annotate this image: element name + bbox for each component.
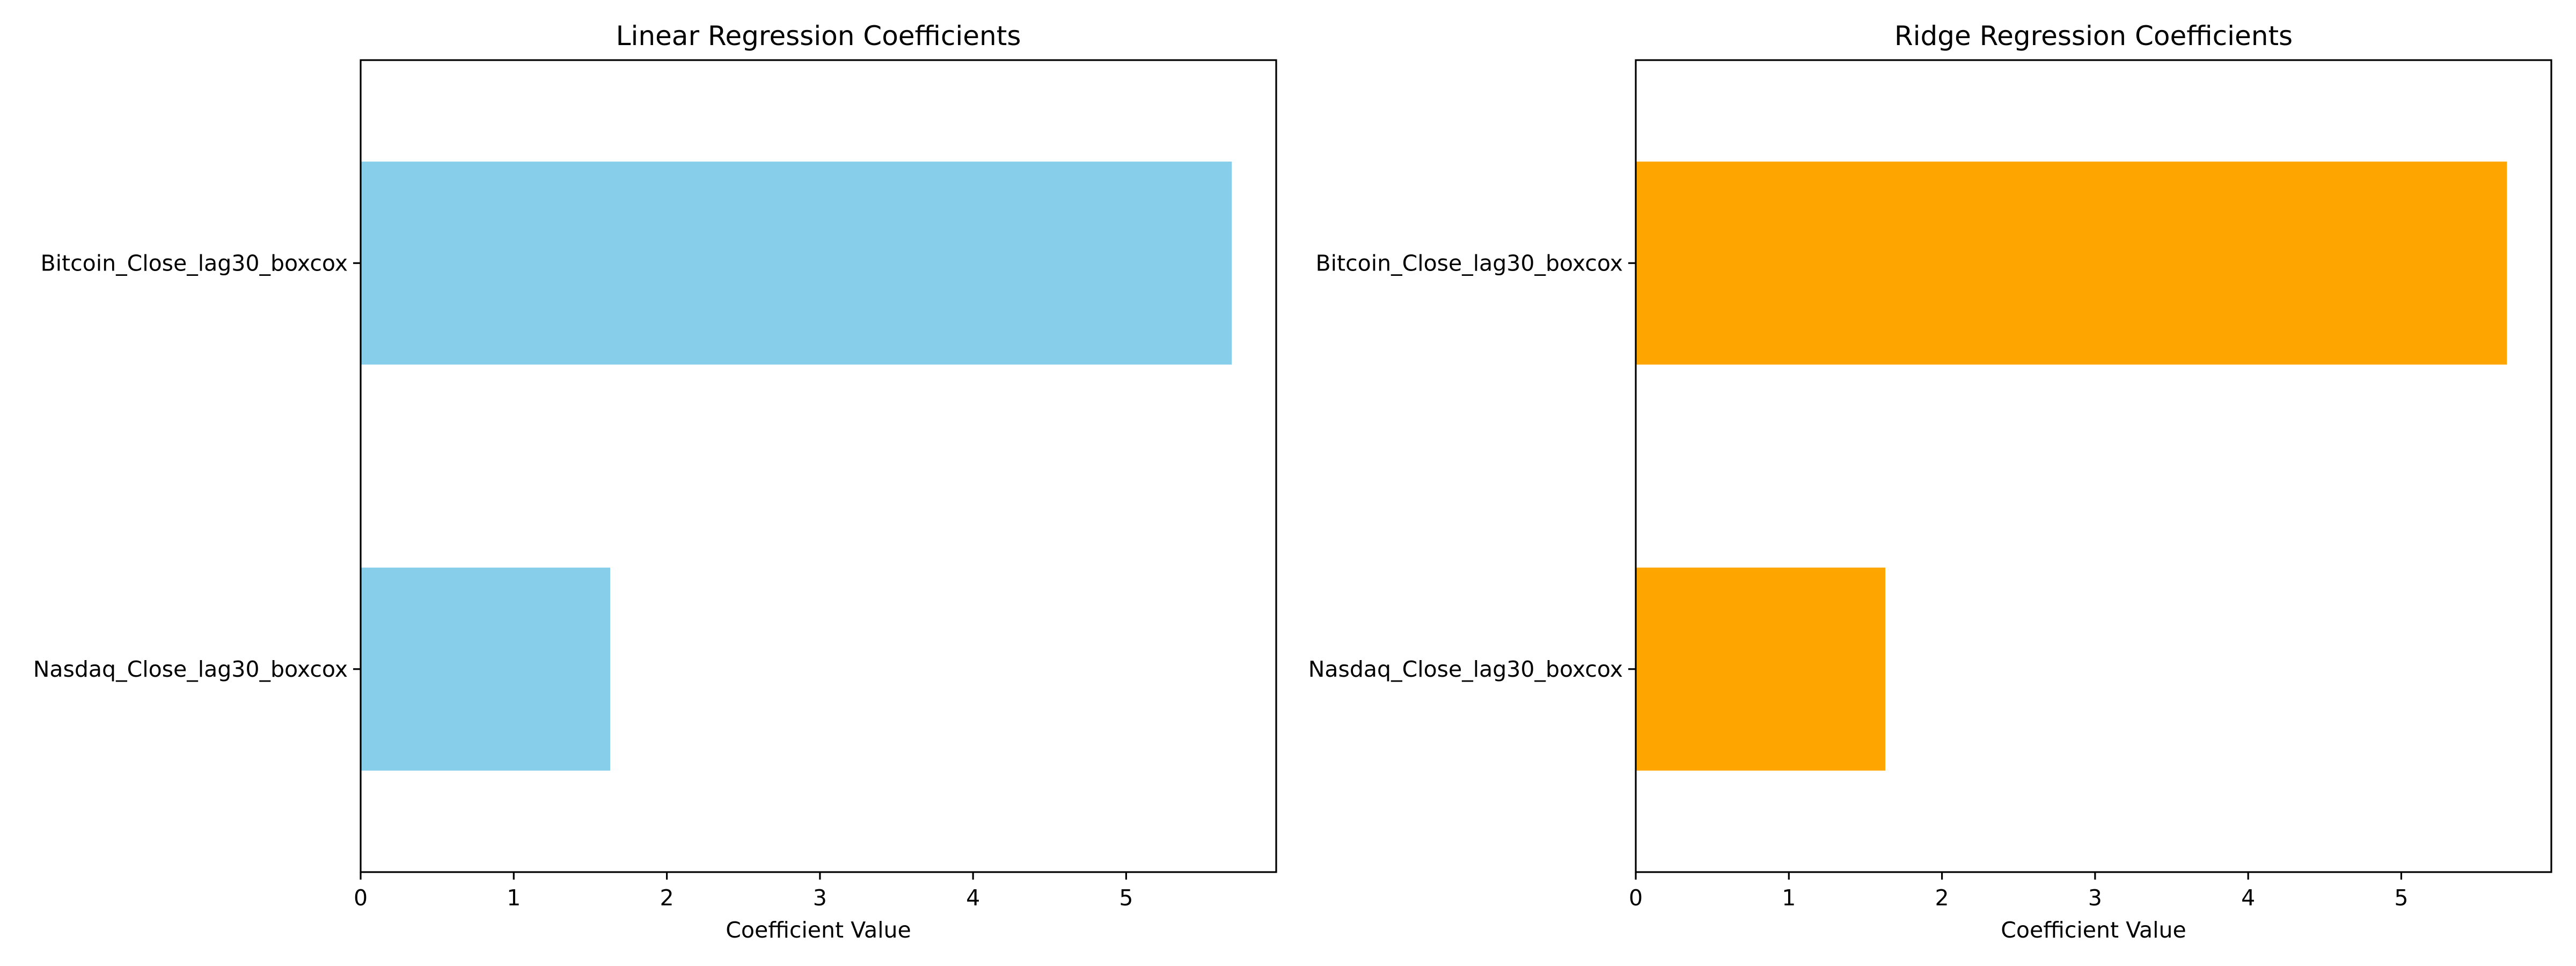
chart-title: Linear Regression Coefficients: [616, 20, 1021, 52]
x-tick-label: 5: [2394, 885, 2408, 911]
ridge-regression-chart: Bitcoin_Close_lag30_boxcox Nasdaq_Close_l…: [1308, 20, 2552, 943]
x-tick-label: 1: [1782, 885, 1796, 911]
y-tick-label: Nasdaq_Close_lag30_boxcox: [1308, 656, 1623, 682]
bar-nasdaq-close-lag30-boxcox: [1636, 567, 1886, 771]
x-tick-label: 4: [2241, 885, 2255, 911]
x-axis-label: Coefficient Value: [2001, 917, 2186, 943]
chart-title: Ridge Regression Coefficients: [1894, 20, 2293, 52]
axes-frame: [1635, 59, 2552, 873]
x-tick-label: 2: [1935, 885, 1949, 911]
x-tick-label: 3: [813, 885, 827, 911]
x-tick-label: 0: [354, 885, 368, 911]
x-tick-label: 3: [2088, 885, 2102, 911]
x-tick-label: 0: [1629, 885, 1643, 911]
x-axis-label: Coefficient Value: [726, 917, 911, 943]
axes-frame: [360, 59, 1277, 873]
bar-bitcoin-close-lag30-boxcox: [1636, 162, 2507, 365]
bar-nasdaq-close-lag30-boxcox: [361, 567, 611, 771]
y-tick-label: Bitcoin_Close_lag30_boxcox: [1315, 250, 1623, 276]
x-tick-label: 1: [507, 885, 521, 911]
x-tick-label: 4: [966, 885, 980, 911]
y-tick-label: Bitcoin_Close_lag30_boxcox: [40, 250, 348, 276]
y-tick-label: Nasdaq_Close_lag30_boxcox: [33, 656, 348, 682]
linear-regression-chart: Bitcoin_Close_lag30_boxcox Nasdaq_Close_l…: [33, 20, 1277, 943]
x-tick-label: 2: [660, 885, 674, 911]
x-tick-label: 5: [1119, 885, 1133, 911]
bar-bitcoin-close-lag30-boxcox: [361, 162, 1232, 365]
